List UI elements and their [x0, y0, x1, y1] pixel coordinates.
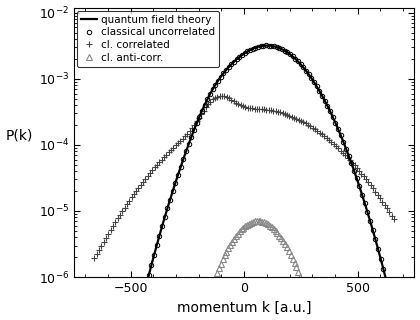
- classical uncorrelated: [170, 189, 175, 193]
- cl. anti-corr.: [258, 220, 263, 223]
- cl. anti-corr.: [247, 222, 252, 226]
- cl. correlated: [315, 129, 320, 133]
- cl. anti-corr.: [256, 219, 261, 223]
- cl. anti-corr.: [220, 258, 225, 261]
- X-axis label: momentum k [a.u.]: momentum k [a.u.]: [177, 300, 311, 315]
- quantum field theory: [293, 57, 298, 61]
- Y-axis label: P(k): P(k): [5, 128, 33, 142]
- cl. anti-corr.: [226, 246, 231, 250]
- Line: cl. anti-corr.: cl. anti-corr.: [214, 219, 303, 279]
- Line: quantum field theory: quantum field theory: [74, 45, 415, 320]
- quantum field theory: [276, 46, 281, 50]
- quantum field theory: [264, 44, 269, 47]
- cl. anti-corr.: [271, 227, 276, 231]
- cl. anti-corr.: [239, 228, 244, 231]
- cl. anti-corr.: [277, 234, 282, 237]
- cl. anti-corr.: [273, 229, 278, 233]
- cl. anti-corr.: [281, 239, 286, 243]
- cl. anti-corr.: [298, 275, 303, 278]
- cl. anti-corr.: [222, 253, 227, 257]
- cl. anti-corr.: [243, 224, 248, 228]
- cl. anti-corr.: [294, 265, 299, 269]
- cl. anti-corr.: [249, 221, 254, 225]
- Line: classical uncorrelated: classical uncorrelated: [147, 43, 386, 277]
- cl. anti-corr.: [250, 220, 255, 224]
- cl. anti-corr.: [284, 245, 289, 249]
- quantum field theory: [202, 104, 207, 108]
- cl. anti-corr.: [241, 226, 246, 229]
- cl. anti-corr.: [228, 243, 233, 247]
- cl. anti-corr.: [275, 231, 280, 235]
- cl. correlated: [329, 140, 334, 144]
- cl. anti-corr.: [230, 240, 235, 244]
- cl. anti-corr.: [235, 232, 240, 236]
- cl. anti-corr.: [215, 271, 220, 275]
- quantum field theory: [352, 168, 357, 172]
- cl. anti-corr.: [264, 221, 269, 225]
- cl. correlated: [92, 256, 97, 260]
- classical uncorrelated: [381, 267, 386, 271]
- cl. anti-corr.: [288, 253, 293, 257]
- cl. anti-corr.: [237, 229, 242, 233]
- cl. anti-corr.: [265, 222, 270, 226]
- cl. anti-corr.: [254, 219, 259, 223]
- cl. anti-corr.: [252, 220, 257, 223]
- cl. anti-corr.: [245, 223, 250, 227]
- Legend: quantum field theory, classical uncorrelated, cl. correlated, cl. anti-corr.: quantum field theory, classical uncorrel…: [77, 11, 219, 67]
- cl. anti-corr.: [279, 236, 284, 240]
- cl. anti-corr.: [292, 261, 297, 265]
- cl. anti-corr.: [286, 249, 291, 253]
- cl. correlated: [173, 144, 178, 148]
- classical uncorrelated: [194, 121, 199, 125]
- cl. anti-corr.: [260, 220, 265, 224]
- classical uncorrelated: [237, 55, 242, 59]
- cl. anti-corr.: [224, 250, 229, 253]
- cl. correlated: [391, 217, 396, 221]
- classical uncorrelated: [269, 44, 274, 48]
- cl. anti-corr.: [290, 257, 295, 260]
- classical uncorrelated: [263, 44, 268, 47]
- cl. anti-corr.: [296, 270, 301, 274]
- Line: cl. correlated: cl. correlated: [91, 93, 397, 261]
- cl. anti-corr.: [268, 224, 273, 228]
- classical uncorrelated: [357, 184, 362, 188]
- cl. anti-corr.: [218, 262, 223, 266]
- cl. correlated: [250, 107, 255, 110]
- cl. anti-corr.: [283, 242, 288, 246]
- cl. anti-corr.: [231, 237, 236, 241]
- cl. correlated: [291, 116, 297, 119]
- cl. correlated: [222, 94, 227, 98]
- classical uncorrelated: [176, 173, 181, 177]
- quantum field theory: [326, 105, 331, 109]
- cl. correlated: [220, 94, 225, 98]
- classical uncorrelated: [146, 273, 151, 277]
- cl. anti-corr.: [234, 234, 239, 238]
- cl. anti-corr.: [262, 220, 267, 224]
- cl. anti-corr.: [269, 225, 274, 229]
- cl. anti-corr.: [216, 266, 221, 270]
